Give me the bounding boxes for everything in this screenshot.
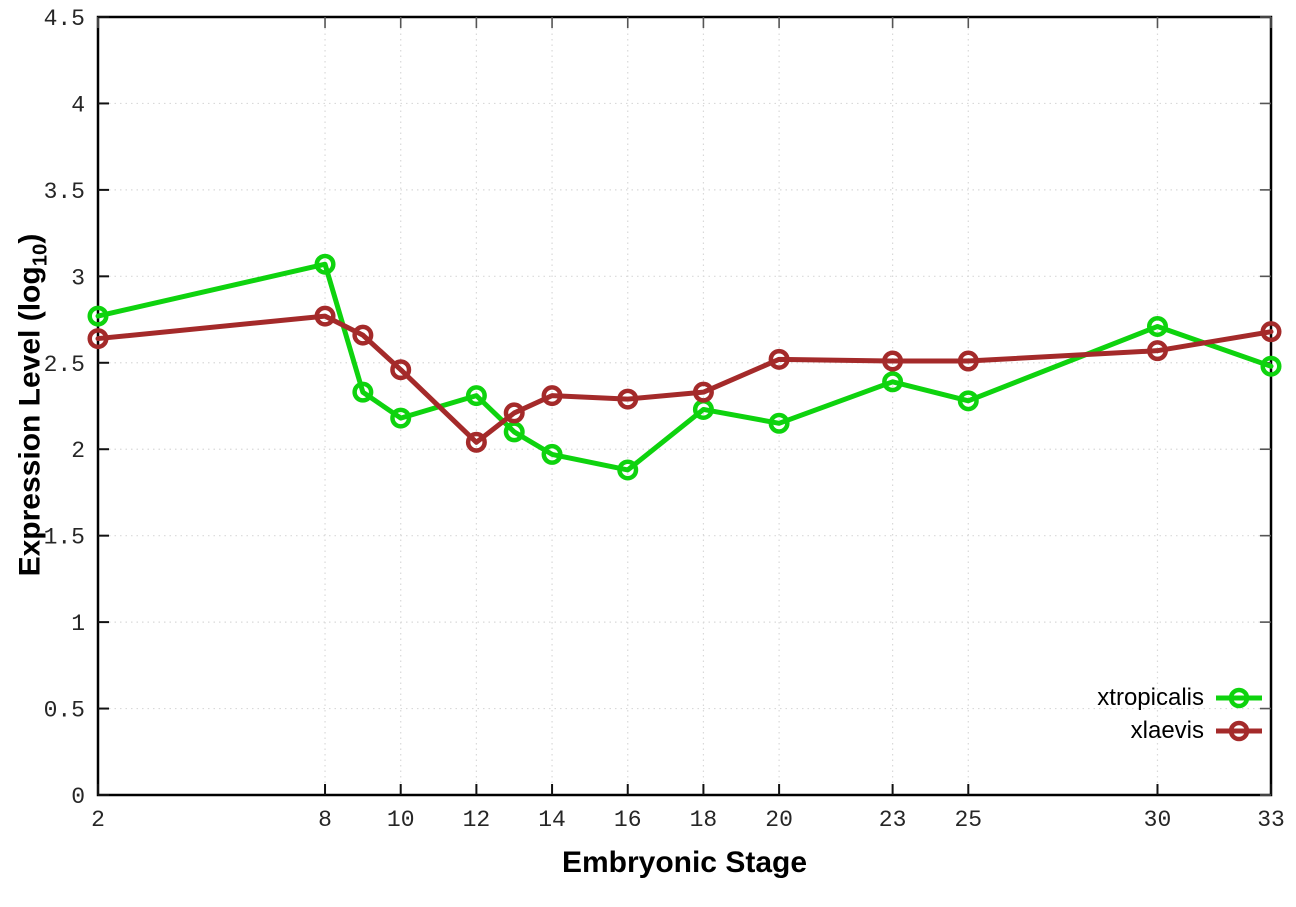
plot-border bbox=[96, 15, 1273, 797]
series-marker-xtropicalis bbox=[314, 253, 336, 275]
legend-item-xlaevis: xlaevis bbox=[1131, 717, 1262, 745]
y-axis-title: Expression Level (log10) bbox=[14, 234, 53, 577]
x-tick-label: 10 bbox=[387, 807, 415, 833]
x-tick-label: 23 bbox=[879, 807, 907, 833]
series-marker-xlaevis bbox=[882, 350, 904, 372]
y-tick-label: 0.5 bbox=[44, 698, 85, 724]
series-marker-xlaevis bbox=[768, 348, 790, 370]
series-marker-xtropicalis bbox=[465, 385, 487, 407]
y-tick-label: 4 bbox=[71, 92, 85, 118]
series-marker-xlaevis bbox=[87, 328, 109, 350]
series-marker-xtropicalis bbox=[957, 390, 979, 412]
legend-item-xtropicalis: xtropicalis bbox=[1097, 684, 1262, 712]
series-marker-xtropicalis bbox=[768, 412, 790, 434]
y-tick-label: 0 bbox=[71, 784, 85, 810]
series-marker-xtropicalis bbox=[882, 371, 904, 393]
series-line-xtropicalis bbox=[95, 261, 1274, 473]
series-marker-xtropicalis bbox=[390, 407, 412, 429]
series-marker-xtropicalis bbox=[1146, 315, 1168, 337]
y-axis-title-text: Expression Level (log bbox=[13, 266, 47, 577]
legend-label-xtropicalis: xtropicalis bbox=[1097, 684, 1204, 711]
x-tick-label: 8 bbox=[318, 807, 332, 833]
legend-marker-xtropicalis-icon bbox=[1216, 687, 1262, 709]
series-marker-xtropicalis bbox=[541, 443, 563, 465]
x-tick-label: 30 bbox=[1144, 807, 1172, 833]
x-tick-label: 25 bbox=[954, 807, 982, 833]
series-marker-xtropicalis bbox=[617, 459, 639, 481]
series-marker-xlaevis bbox=[503, 402, 525, 424]
y-tick-label: 4.5 bbox=[44, 6, 85, 32]
x-tick-label: 20 bbox=[765, 807, 793, 833]
series-marker-xlaevis bbox=[390, 359, 412, 381]
legend-marker-xlaevis-icon bbox=[1216, 720, 1262, 742]
y-tick-label: 1.5 bbox=[44, 525, 85, 551]
x-tick-label: 12 bbox=[463, 807, 491, 833]
series-marker-xlaevis bbox=[617, 388, 639, 410]
series-marker-xtropicalis bbox=[1260, 355, 1282, 377]
legend: xtropicalis xlaevis bbox=[1097, 684, 1262, 745]
series-marker-xlaevis bbox=[1260, 321, 1282, 343]
legend-label-xlaevis: xlaevis bbox=[1130, 717, 1204, 744]
series-marker-xlaevis bbox=[1146, 340, 1168, 362]
y-tick-label: 2 bbox=[71, 438, 85, 464]
series-marker-xlaevis bbox=[957, 350, 979, 372]
x-axis-title: Embryonic Stage bbox=[561, 846, 808, 879]
series-marker-xlaevis bbox=[352, 324, 374, 346]
x-tick-label: 18 bbox=[690, 807, 718, 833]
series-marker-xlaevis bbox=[692, 381, 714, 403]
series-marker-xtropicalis bbox=[87, 305, 109, 327]
series-marker-xtropicalis bbox=[352, 381, 374, 403]
y-tick-label: 3 bbox=[71, 265, 85, 291]
y-axis-title-suffix: ) bbox=[13, 233, 47, 244]
x-tick-label: 16 bbox=[614, 807, 642, 833]
x-tick-label: 14 bbox=[538, 807, 566, 833]
series-marker-xlaevis bbox=[465, 431, 487, 453]
y-tick-label: 1 bbox=[71, 611, 85, 637]
series-marker-xtropicalis bbox=[503, 421, 525, 443]
x-tick-label: 2 bbox=[91, 807, 105, 833]
y-axis-title-subscript: 10 bbox=[29, 243, 52, 267]
y-tick-label: 3.5 bbox=[44, 179, 85, 205]
series-marker-xlaevis bbox=[314, 305, 336, 327]
series-marker-xlaevis bbox=[541, 385, 563, 407]
x-tick-label: 33 bbox=[1257, 807, 1285, 833]
y-tick-label: 2.5 bbox=[44, 352, 85, 378]
